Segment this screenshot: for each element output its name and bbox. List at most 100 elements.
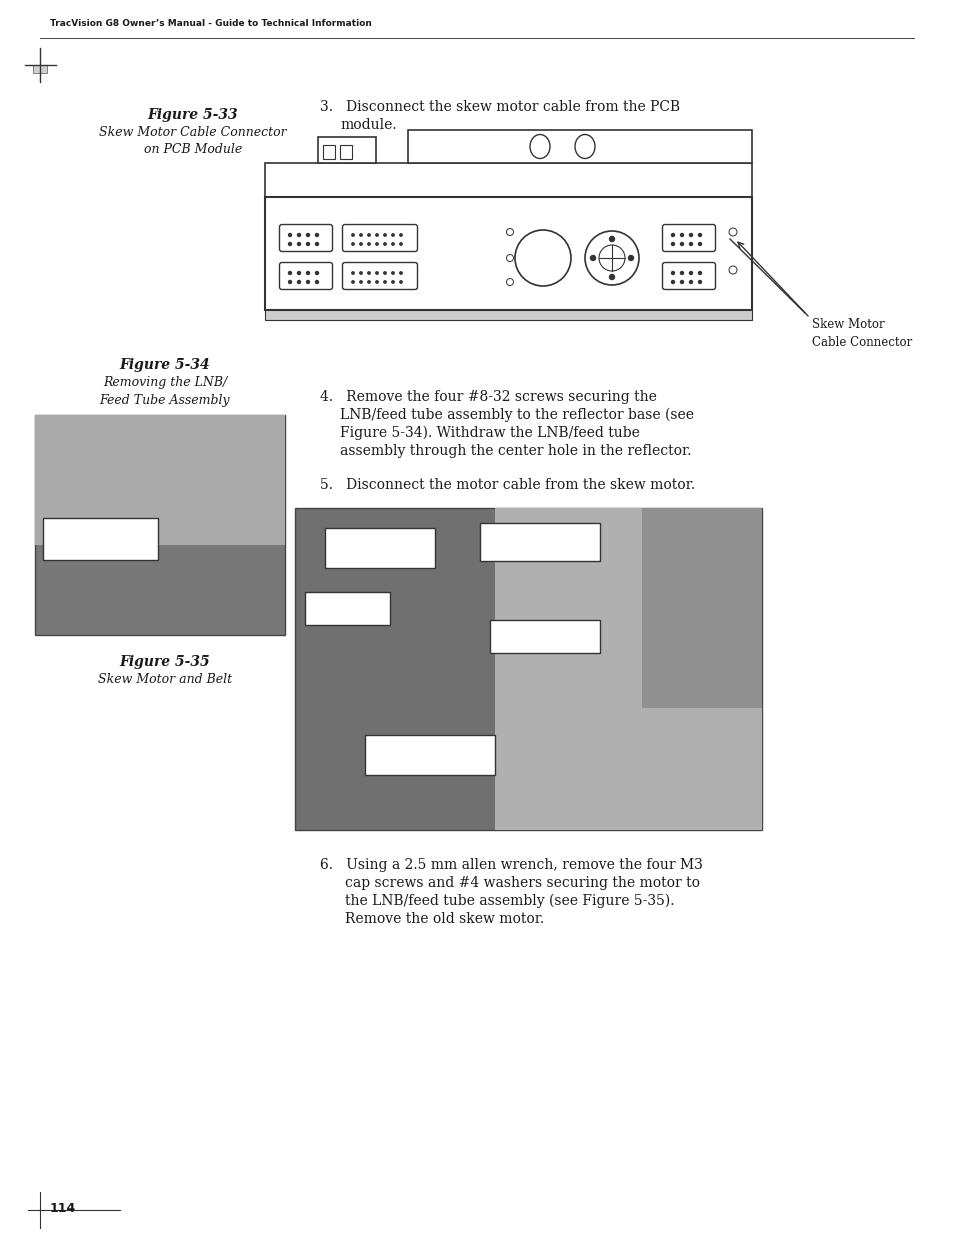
Circle shape [288, 272, 292, 274]
Text: assembly through the center hole in the reflector.: assembly through the center hole in the … [339, 445, 691, 458]
FancyBboxPatch shape [279, 263, 333, 289]
Circle shape [689, 272, 692, 274]
Circle shape [392, 272, 394, 274]
Bar [325, 529, 435, 568]
Circle shape [598, 245, 624, 270]
Circle shape [315, 280, 318, 284]
Circle shape [392, 280, 394, 283]
Bar [265, 310, 751, 320]
Text: TracVision G8 Owner’s Manual - Guide to Technical Information: TracVision G8 Owner’s Manual - Guide to … [50, 19, 372, 28]
Text: Skew Motor Cable Connector: Skew Motor Cable Connector [99, 126, 287, 140]
Text: Skew Motor and Belt: Skew Motor and Belt [98, 673, 232, 685]
Bar [323, 144, 335, 159]
Circle shape [679, 242, 682, 246]
Text: Removing the LNB/: Removing the LNB/ [103, 375, 227, 389]
Text: 4.   Remove the four #8-32 screws securing the: 4. Remove the four #8-32 screws securing… [319, 390, 657, 404]
Circle shape [352, 272, 354, 274]
Circle shape [399, 233, 402, 236]
Circle shape [689, 242, 692, 246]
Circle shape [506, 254, 513, 262]
Bar [408, 130, 751, 163]
Bar [35, 415, 285, 635]
Circle shape [288, 233, 292, 236]
Circle shape [359, 233, 362, 236]
Circle shape [609, 274, 614, 279]
Text: the LNB/feed tube assembly (see Figure 5-35).: the LNB/feed tube assembly (see Figure 5… [345, 894, 674, 909]
Ellipse shape [575, 135, 595, 158]
Text: Figure 5-33: Figure 5-33 [148, 107, 238, 122]
Bar [294, 508, 761, 830]
Text: cap screws and #4 washers securing the motor to: cap screws and #4 washers securing the m… [345, 876, 700, 890]
Circle shape [689, 280, 692, 284]
Circle shape [297, 233, 300, 236]
Text: Figure 5-34: Figure 5-34 [119, 358, 210, 372]
Circle shape [671, 233, 674, 236]
Circle shape [368, 272, 370, 274]
Circle shape [368, 233, 370, 236]
Text: 5.   Disconnect the motor cable from the skew motor.: 5. Disconnect the motor cable from the s… [319, 478, 695, 492]
FancyBboxPatch shape [342, 225, 417, 252]
Circle shape [698, 280, 700, 284]
Text: Remove the old skew motor.: Remove the old skew motor. [345, 911, 543, 926]
Circle shape [628, 256, 633, 261]
Circle shape [383, 243, 386, 246]
Circle shape [359, 280, 362, 283]
Circle shape [689, 233, 692, 236]
Bar [317, 137, 375, 163]
Circle shape [368, 280, 370, 283]
Circle shape [698, 272, 700, 274]
Text: Figure 5-34). Withdraw the LNB/feed tube: Figure 5-34). Withdraw the LNB/feed tube [339, 426, 639, 441]
Circle shape [728, 266, 737, 274]
Circle shape [392, 243, 394, 246]
Circle shape [352, 243, 354, 246]
Circle shape [671, 242, 674, 246]
Circle shape [352, 233, 354, 236]
Circle shape [506, 279, 513, 285]
Bar [490, 620, 599, 653]
Circle shape [698, 233, 700, 236]
Circle shape [297, 280, 300, 284]
Bar [479, 522, 599, 561]
Circle shape [506, 228, 513, 236]
FancyBboxPatch shape [661, 225, 715, 252]
Text: on PCB Module: on PCB Module [144, 143, 242, 156]
Circle shape [306, 280, 309, 284]
Circle shape [383, 233, 386, 236]
Circle shape [375, 243, 377, 246]
Circle shape [375, 233, 377, 236]
Circle shape [383, 272, 386, 274]
Circle shape [399, 272, 402, 274]
Circle shape [728, 228, 737, 236]
Circle shape [368, 243, 370, 246]
Circle shape [671, 280, 674, 284]
Circle shape [352, 280, 354, 283]
Bar [339, 144, 352, 159]
Circle shape [359, 272, 362, 274]
Text: 114: 114 [50, 1202, 76, 1215]
Circle shape [315, 272, 318, 274]
Circle shape [306, 272, 309, 274]
Circle shape [399, 243, 402, 246]
Circle shape [590, 256, 595, 261]
Bar [43, 517, 158, 559]
Circle shape [679, 280, 682, 284]
Text: LNB/feed tube assembly to the reflector base (see: LNB/feed tube assembly to the reflector … [339, 408, 693, 422]
Circle shape [297, 272, 300, 274]
Circle shape [375, 280, 377, 283]
Circle shape [392, 233, 394, 236]
Ellipse shape [530, 135, 550, 158]
Text: 3.   Disconnect the skew motor cable from the PCB: 3. Disconnect the skew motor cable from … [319, 100, 679, 114]
Bar [305, 592, 390, 625]
Circle shape [515, 230, 571, 287]
Circle shape [609, 236, 614, 242]
Bar [365, 735, 495, 776]
Text: module.: module. [339, 119, 396, 132]
Bar [265, 163, 751, 198]
Circle shape [288, 280, 292, 284]
Circle shape [288, 242, 292, 246]
Circle shape [359, 243, 362, 246]
Text: Figure 5-35: Figure 5-35 [119, 655, 210, 669]
FancyBboxPatch shape [661, 263, 715, 289]
Circle shape [679, 272, 682, 274]
Bar [495, 508, 761, 830]
